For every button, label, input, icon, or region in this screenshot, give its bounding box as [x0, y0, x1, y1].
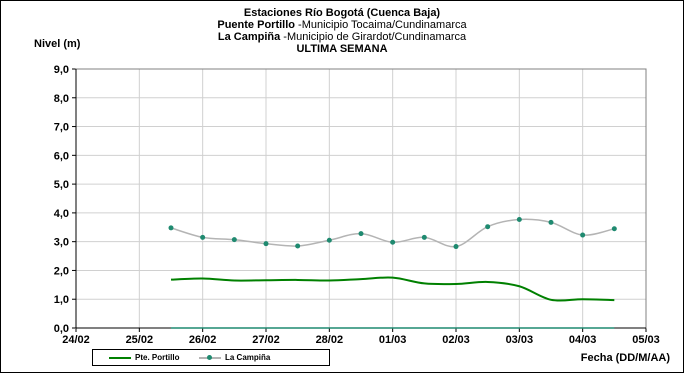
legend-item-pte-portillo: Pte. Portillo: [109, 353, 179, 362]
y-tick-label: 1,0: [54, 294, 69, 306]
legend-label-pte-portillo: Pte. Portillo: [135, 353, 180, 362]
data-point-la-campi-a: [326, 237, 332, 243]
y-tick-label: 4,0: [54, 208, 69, 220]
data-point-la-campi-a: [358, 231, 364, 237]
y-axis-label: Nivel (m): [34, 38, 81, 50]
x-tick-label: 02/03: [442, 334, 470, 346]
station-2-name: La Campiña: [217, 31, 281, 43]
data-point-la-campi-a: [231, 237, 237, 243]
y-tick-label: 8,0: [54, 93, 69, 105]
legend-item-la-campina: La Campiña: [199, 353, 270, 362]
chart-subtitle-station-1: Puente Portillo -Municipio Tocaima/Cundi…: [0, 19, 684, 31]
data-point-la-campi-a: [295, 243, 301, 249]
x-tick-label: 03/03: [506, 334, 534, 346]
chart-subtitle-station-2: La Campiña -Municipio de Girardot/Cundin…: [0, 31, 684, 43]
x-tick-label: 05/03: [632, 334, 660, 346]
chart-title: Estaciones Río Bogotá (Cuenca Baja): [243, 7, 441, 19]
y-tick-label: 0,0: [54, 323, 69, 335]
data-point-la-campi-a: [485, 224, 491, 230]
x-axis-label: Fecha (DD/M/AA): [580, 352, 670, 364]
y-tick-label: 9,0: [54, 64, 69, 76]
chart-period-label: ULTIMA SEMANA: [296, 43, 388, 55]
y-tick-label: 7,0: [54, 122, 69, 134]
data-point-la-campi-a: [263, 241, 269, 247]
legend: Pte. Portillo La Campiña: [92, 349, 330, 366]
x-tick-label: 26/02: [189, 334, 217, 346]
data-point-la-campi-a: [200, 234, 206, 240]
data-point-la-campi-a: [516, 217, 522, 223]
legend-swatch-pte-portillo: [109, 354, 131, 362]
x-tick-label: 01/03: [379, 334, 407, 346]
data-point-la-campi-a: [580, 232, 586, 238]
station-2-location: -Municipio de Girardot/Cundinamarca: [280, 31, 467, 43]
x-tick-label: 24/02: [62, 334, 90, 346]
x-tick-label: 28/02: [316, 334, 344, 346]
x-tick-label: 25/02: [126, 334, 154, 346]
data-point-la-campi-a: [453, 244, 459, 250]
x-tick-label: 04/03: [569, 334, 597, 346]
data-point-la-campi-a: [548, 219, 554, 225]
y-tick-label: 3,0: [54, 237, 69, 249]
station-1-location: -Municipio Tocaima/Cundinamarca: [295, 19, 467, 31]
x-tick-label: 27/02: [252, 334, 280, 346]
plot-area: [76, 69, 646, 328]
data-point-la-campi-a: [611, 226, 617, 232]
legend-swatch-la-campina: [199, 354, 221, 362]
y-tick-label: 5,0: [54, 179, 69, 191]
station-1-name: Puente Portillo: [217, 19, 295, 31]
data-point-la-campi-a: [168, 225, 174, 231]
legend-label-la-campina: La Campiña: [225, 353, 271, 362]
data-point-la-campi-a: [421, 234, 427, 240]
data-point-la-campi-a: [390, 239, 396, 245]
y-tick-label: 2,0: [54, 265, 69, 277]
series-line-pte-portillo: [170, 276, 615, 302]
y-tick-label: 6,0: [54, 150, 69, 162]
